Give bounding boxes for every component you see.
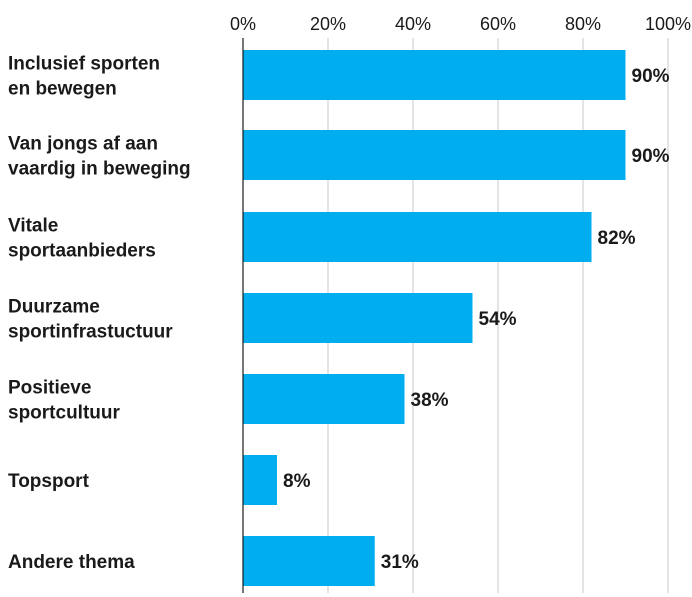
bar-4	[243, 374, 405, 424]
value-label-3: 54%	[479, 309, 517, 330]
bar-3	[243, 293, 473, 343]
value-label-2: 82%	[598, 228, 636, 249]
category-label-1: Van jongs af aan vaardig in beweging	[8, 134, 191, 180]
x-tick-labels: 0% 20% 40% 60% 80% 100%	[230, 14, 691, 34]
x-tick-label-100: 100%	[645, 14, 691, 34]
bar-6	[243, 536, 375, 586]
category-labels: Inclusief sporten en bewegen Van jongs af …	[8, 54, 191, 574]
value-label-4: 38%	[411, 390, 449, 411]
value-label-6: 31%	[381, 552, 419, 573]
category-label-4: Positieve sportcultuur	[8, 378, 120, 424]
bar-5	[243, 455, 277, 505]
x-tick-label-80: 80%	[565, 14, 601, 34]
value-labels: 90% 90% 82% 54% 38% 8% 31%	[283, 66, 670, 573]
bar-1	[243, 130, 626, 180]
bars	[243, 50, 626, 586]
category-label-6: Andere thema	[8, 552, 135, 573]
category-label-3: Duurzame sportinfrastuctuur	[8, 297, 173, 343]
value-label-0: 90%	[632, 66, 670, 87]
x-tick-label-40: 40%	[395, 14, 431, 34]
category-label-0: Inclusief sporten en bewegen	[8, 54, 160, 100]
x-tick-label-60: 60%	[480, 14, 516, 34]
value-label-5: 8%	[283, 471, 311, 492]
x-tick-label-20: 20%	[310, 14, 346, 34]
value-label-1: 90%	[632, 146, 670, 167]
category-label-5: Topsport	[8, 471, 90, 492]
x-tick-label-0: 0%	[230, 14, 256, 34]
bar-0	[243, 50, 626, 100]
bar-2	[243, 212, 592, 262]
category-label-2: Vitale sportaanbieders	[8, 216, 156, 262]
